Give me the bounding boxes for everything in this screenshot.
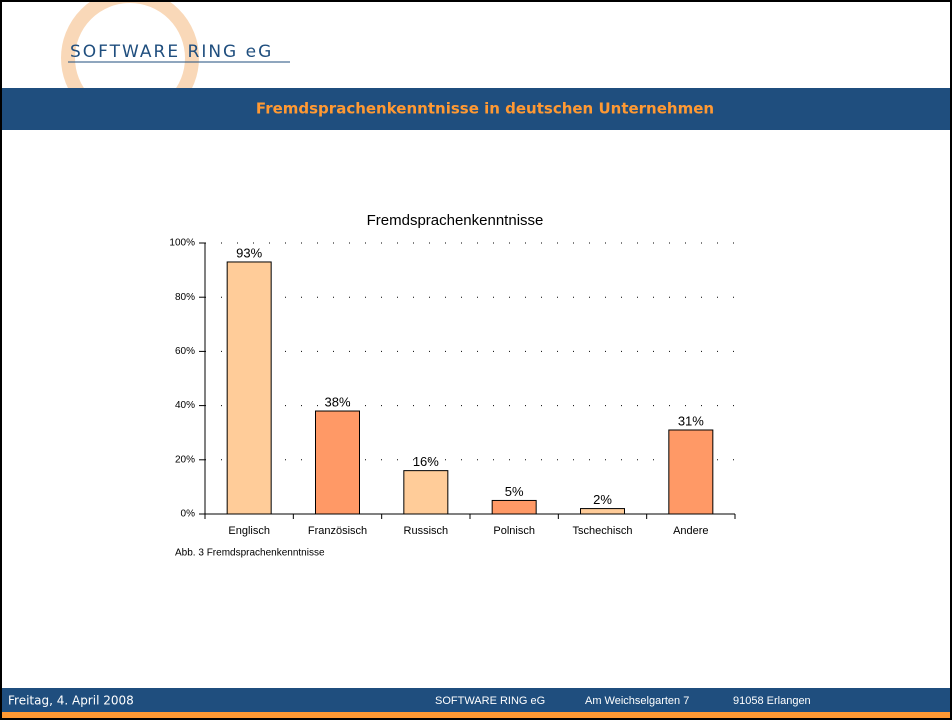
x-tick-label: Andere (673, 525, 708, 537)
value-label: 2% (593, 492, 612, 507)
logo: SOFTWARE RING eG (70, 42, 273, 62)
y-tick-label: 80% (175, 292, 195, 303)
y-tick-label: 0% (181, 509, 196, 520)
bar (580, 508, 625, 515)
x-tick-label: Polnisch (493, 525, 535, 537)
footer-stripe (0, 712, 952, 720)
value-label: 93% (236, 245, 262, 260)
footer-street: Am Weichselgarten 7 (585, 695, 689, 707)
y-tick-label: 40% (175, 400, 195, 411)
value-label: 38% (324, 394, 350, 409)
bar (403, 470, 449, 515)
chart-title: Fremdsprachenkenntnisse (367, 212, 544, 229)
y-tick-label: 20% (175, 454, 195, 465)
x-tick-label: Französisch (308, 525, 367, 537)
chart-caption: Abb. 3 Fremdsprachenkenntnisse (175, 548, 325, 559)
bar (668, 429, 714, 515)
bar (226, 261, 272, 515)
footer-date: Freitag, 4. April 2008 (8, 694, 134, 708)
footer-band (0, 688, 952, 712)
x-tick-label: Tschechisch (573, 525, 633, 537)
bar (315, 410, 360, 515)
value-label: 16% (413, 454, 439, 469)
footer-city: 91058 Erlangen (733, 695, 811, 707)
x-tick-label: Russisch (404, 525, 449, 537)
footer-company: SOFTWARE RING eG (435, 695, 545, 707)
value-label: 5% (505, 484, 524, 499)
y-tick-label: 60% (175, 346, 195, 357)
y-tick-label: 100% (169, 238, 195, 249)
slide-title: Fremdsprachenkenntnisse in deutschen Unt… (256, 100, 714, 118)
x-tick-label: Englisch (228, 525, 270, 537)
bar (491, 499, 537, 515)
value-label: 31% (678, 413, 704, 428)
header-band (0, 88, 952, 130)
